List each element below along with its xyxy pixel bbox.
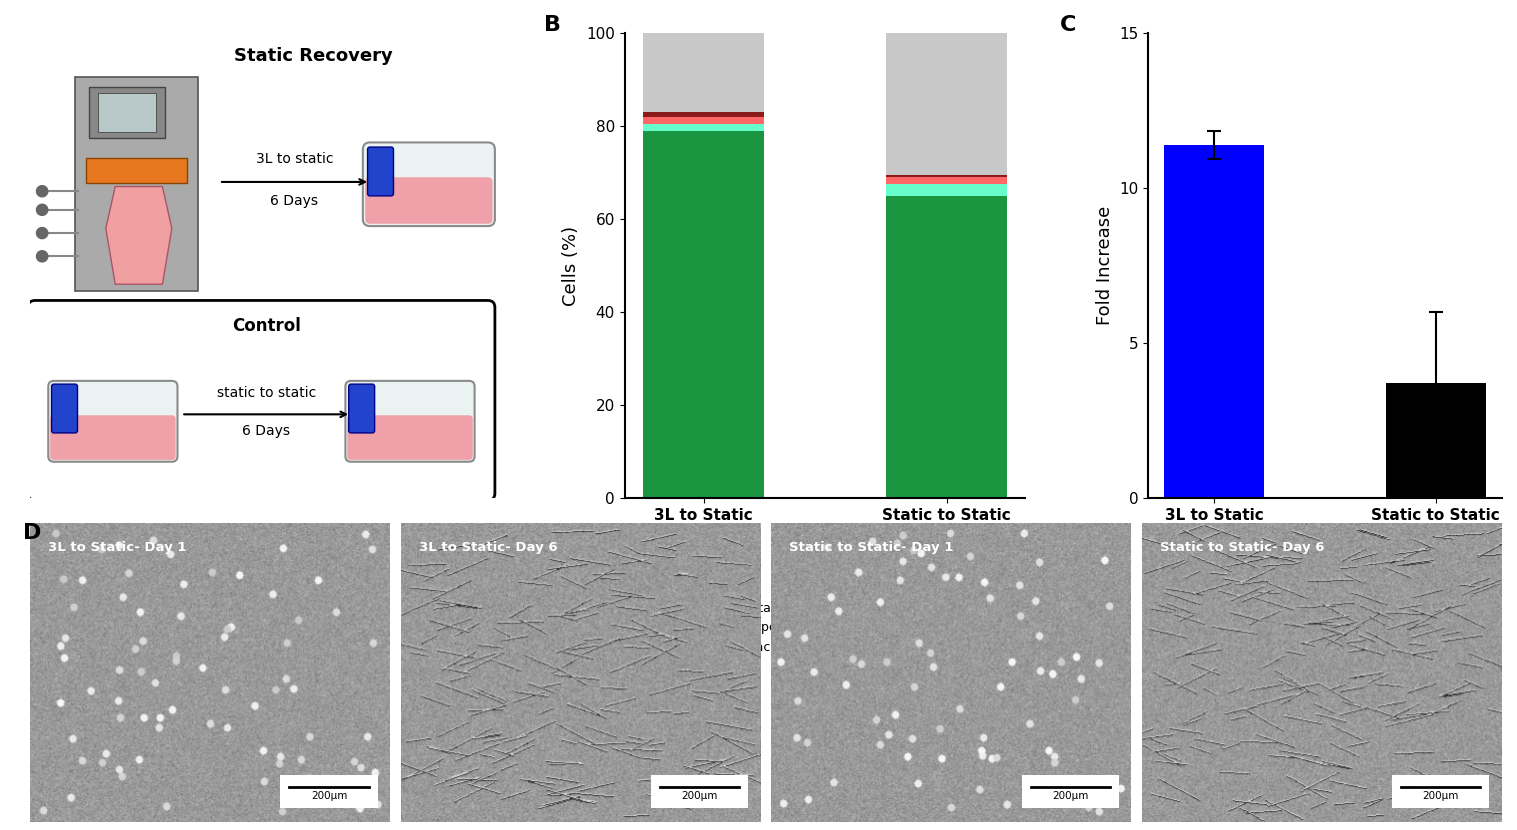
FancyBboxPatch shape — [349, 384, 375, 433]
FancyBboxPatch shape — [366, 178, 493, 224]
Text: static to static: static to static — [217, 387, 316, 400]
Y-axis label: Cells (%): Cells (%) — [563, 226, 581, 305]
Text: 6 Days: 6 Days — [243, 423, 290, 437]
Legend: Dead Attached, Dead Supernatant, Live Attached, Live Supernatant, Unaccounted: Dead Attached, Dead Supernatant, Live At… — [681, 598, 968, 659]
Circle shape — [36, 186, 49, 197]
FancyBboxPatch shape — [1021, 775, 1118, 808]
Circle shape — [36, 204, 49, 216]
Text: 3L to Static- Day 6: 3L to Static- Day 6 — [419, 541, 558, 554]
Text: 3L to Static- Day 1: 3L to Static- Day 1 — [49, 541, 187, 554]
Text: 200μm: 200μm — [1423, 791, 1459, 801]
Text: 200μm: 200μm — [311, 791, 347, 801]
FancyBboxPatch shape — [27, 300, 495, 500]
Bar — [643, 112, 765, 117]
Bar — [886, 175, 1007, 178]
Text: 6 Days: 6 Days — [270, 193, 319, 208]
FancyBboxPatch shape — [367, 147, 393, 196]
FancyBboxPatch shape — [76, 77, 197, 291]
Bar — [886, 196, 1007, 498]
Bar — [1387, 383, 1485, 498]
FancyBboxPatch shape — [97, 93, 156, 132]
Bar — [643, 124, 765, 131]
FancyBboxPatch shape — [86, 158, 187, 183]
Text: D: D — [23, 523, 41, 543]
FancyBboxPatch shape — [50, 415, 176, 460]
Bar — [643, 131, 765, 498]
FancyBboxPatch shape — [52, 384, 77, 433]
FancyBboxPatch shape — [281, 775, 378, 808]
Text: Static to Static- Day 1: Static to Static- Day 1 — [789, 541, 954, 554]
Bar — [886, 178, 1007, 184]
Text: 3L to static: 3L to static — [256, 152, 334, 166]
FancyBboxPatch shape — [363, 143, 495, 226]
FancyBboxPatch shape — [90, 86, 165, 138]
Circle shape — [36, 227, 49, 239]
Bar — [1164, 144, 1264, 498]
Text: Static to Static- Day 6: Static to Static- Day 6 — [1161, 541, 1324, 554]
Bar — [643, 117, 765, 124]
FancyBboxPatch shape — [346, 381, 475, 461]
Circle shape — [36, 251, 49, 262]
Polygon shape — [106, 187, 171, 284]
FancyBboxPatch shape — [1393, 775, 1490, 808]
FancyBboxPatch shape — [347, 415, 473, 460]
FancyBboxPatch shape — [49, 381, 177, 461]
Bar — [886, 184, 1007, 196]
Text: Control: Control — [232, 317, 300, 334]
Text: Static Recovery: Static Recovery — [234, 47, 393, 65]
Text: 200μm: 200μm — [681, 791, 718, 801]
Bar — [643, 33, 765, 112]
Text: 200μm: 200μm — [1051, 791, 1088, 801]
Y-axis label: Fold Increase: Fold Increase — [1095, 206, 1113, 325]
FancyBboxPatch shape — [651, 775, 748, 808]
Bar — [886, 33, 1007, 175]
Text: B: B — [545, 15, 561, 35]
Text: C: C — [1060, 15, 1076, 35]
